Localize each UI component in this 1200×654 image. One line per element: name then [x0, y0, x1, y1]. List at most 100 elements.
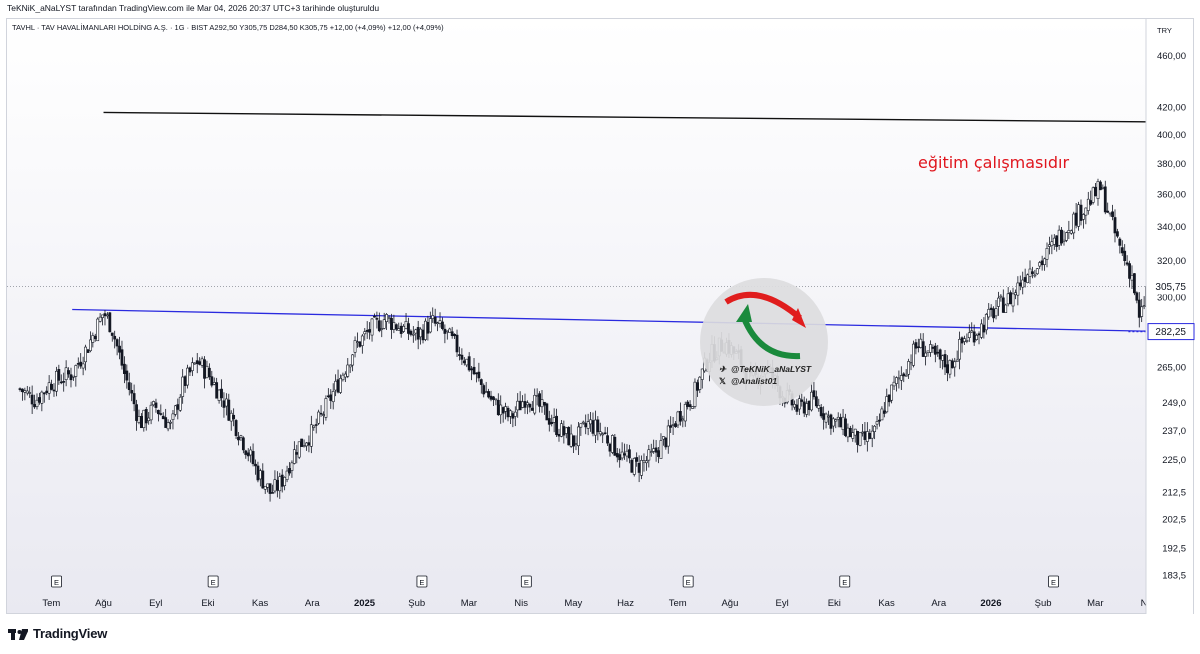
candle-body [397, 328, 401, 331]
candle-body [479, 379, 483, 385]
candle [943, 350, 947, 375]
candle-body [543, 401, 546, 406]
candle-body [1050, 241, 1054, 247]
candle [375, 311, 379, 329]
candle-body [596, 419, 600, 433]
candle [509, 409, 512, 425]
candle [564, 427, 568, 439]
candle-body [261, 470, 265, 489]
candle [625, 444, 629, 462]
candle-body [409, 330, 413, 335]
earnings-marker-box[interactable] [416, 575, 428, 588]
candle-body [958, 339, 962, 360]
candle-body [895, 377, 898, 384]
candle-body [312, 425, 316, 428]
candle [1065, 231, 1068, 243]
candle-body [329, 394, 333, 401]
candle-body [557, 433, 561, 437]
candle-body [839, 417, 843, 428]
earnings-marker-box[interactable] [51, 575, 62, 588]
candle-body [110, 332, 114, 336]
candle [924, 345, 928, 366]
candle-body [523, 401, 527, 408]
candle-body [416, 327, 420, 340]
candle-body [1108, 212, 1112, 215]
candle [608, 442, 612, 457]
candle [472, 357, 476, 376]
candle [152, 400, 155, 407]
symbol-info-bar: TAVHL · TAV HAVALİMANLARI HOLDİNG A.Ş. ·… [12, 23, 444, 32]
candle-body [642, 460, 646, 463]
candle [581, 420, 585, 425]
candle-body [817, 405, 821, 409]
candle [1106, 202, 1110, 213]
candle [47, 375, 51, 400]
candle [283, 476, 287, 491]
candle-body [295, 452, 299, 455]
price-axis-label: 320,00 [1157, 256, 1186, 267]
candle [365, 321, 369, 339]
candle [147, 411, 151, 425]
candle [1062, 230, 1066, 246]
candle [1125, 255, 1129, 267]
candle [263, 485, 267, 494]
candle-body [603, 432, 607, 435]
candle-body [210, 376, 214, 386]
candle-body [220, 388, 223, 399]
candle [606, 427, 609, 447]
candle [40, 390, 44, 412]
candle [661, 436, 665, 446]
candle [912, 340, 915, 368]
candle [1043, 257, 1046, 271]
earnings-marker-box[interactable] [682, 575, 694, 588]
candle-body [863, 431, 867, 440]
resistance-trendline[interactable] [103, 111, 1169, 123]
earnings-marker-box[interactable] [520, 575, 532, 588]
candle [547, 410, 551, 432]
candle [589, 412, 592, 432]
candle [984, 312, 988, 335]
candle-body [462, 360, 466, 364]
candle-body [460, 354, 464, 360]
candle [800, 393, 804, 407]
support-price-tag[interactable] [1147, 323, 1195, 341]
candle-body [438, 320, 442, 324]
candle [1023, 268, 1027, 288]
candle-body [195, 360, 199, 364]
candle-body [1106, 210, 1110, 213]
candle [530, 401, 534, 411]
candle-body [800, 399, 804, 402]
candle-body [139, 415, 143, 429]
candle-body [661, 436, 665, 440]
tradingview-logo[interactable]: TradingView [8, 626, 107, 641]
chart-annotation[interactable]: eğitim çalışmasıdır [918, 153, 1069, 172]
earnings-marker-box[interactable] [1048, 575, 1059, 588]
candle-body [18, 388, 22, 390]
candle-body [91, 335, 95, 343]
candle-body [586, 421, 590, 429]
last-price-tag[interactable] [1147, 278, 1193, 295]
candle-body [171, 413, 175, 420]
candle-body [846, 427, 850, 438]
candle-body [76, 363, 80, 365]
candle [30, 385, 34, 414]
candle [59, 374, 63, 385]
candle [586, 413, 590, 436]
candle [324, 395, 328, 421]
candle-body [266, 483, 270, 488]
candle-body [892, 381, 896, 387]
candle-body [873, 425, 877, 432]
candle-body [271, 492, 274, 494]
candle-body [127, 382, 131, 391]
candle [926, 350, 930, 357]
candle-body [683, 404, 687, 422]
candle [292, 441, 296, 465]
candle-body [637, 462, 641, 473]
earnings-marker-box[interactable] [207, 575, 219, 588]
candle [1050, 234, 1054, 255]
candle [351, 354, 355, 372]
earnings-marker-box[interactable] [839, 575, 851, 588]
support-trendline[interactable] [72, 308, 1169, 333]
candle-body [569, 433, 573, 447]
